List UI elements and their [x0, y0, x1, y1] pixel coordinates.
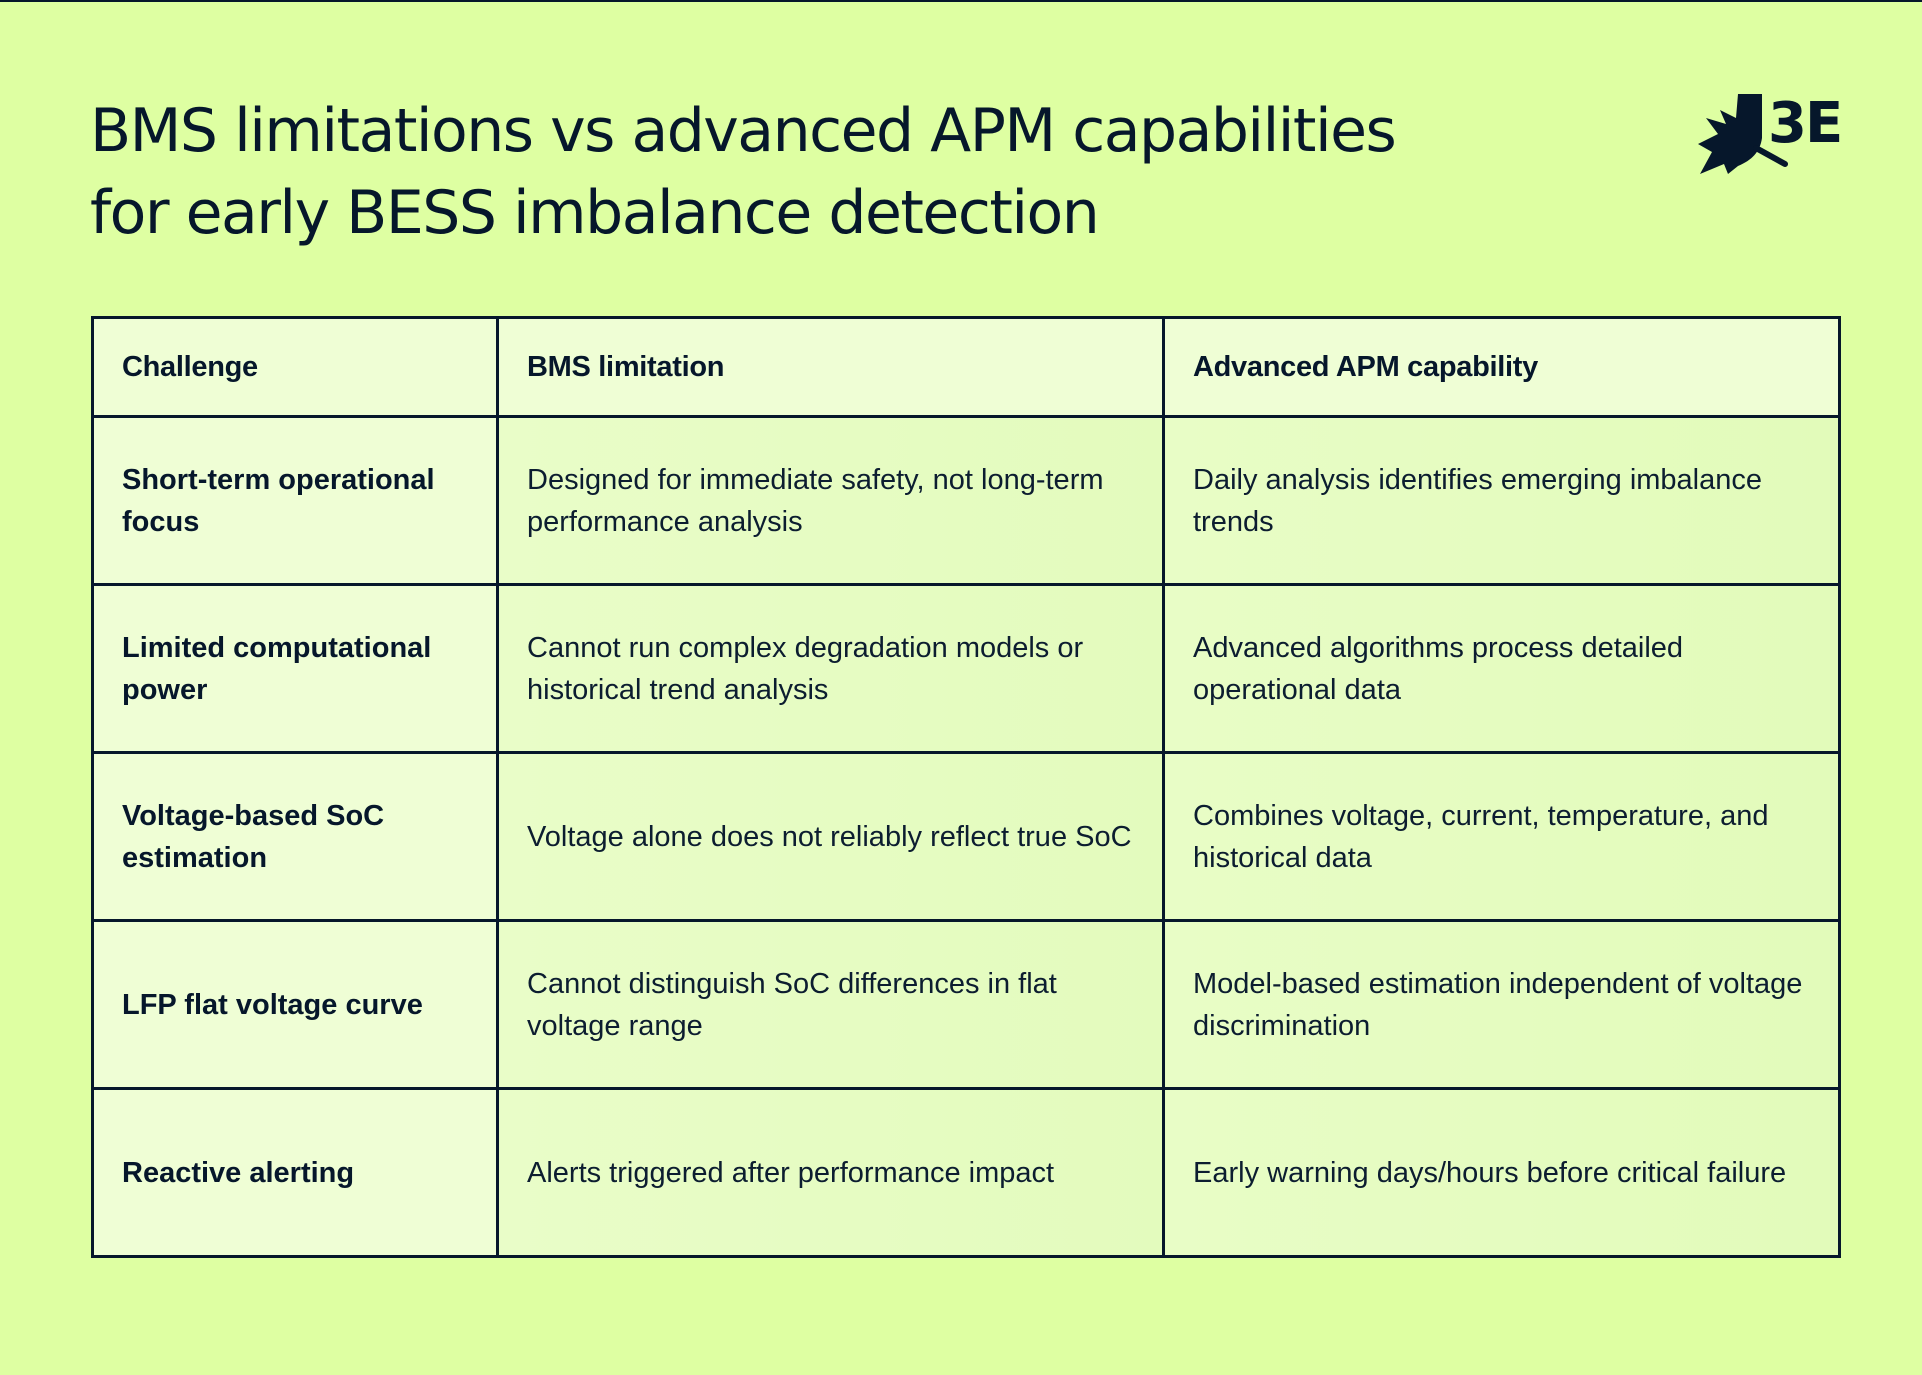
apm-capability-cell: Combines voltage, current, temperature, …	[1162, 751, 1841, 922]
bms-limitation-cell: Cannot distinguish SoC differences in fl…	[496, 919, 1165, 1090]
brand-logo: 3E	[1690, 82, 1843, 182]
challenge-cell: Voltage-based SoC estimation	[91, 751, 499, 922]
table-header-row: Challenge BMS limitation Advanced APM ca…	[91, 316, 1841, 418]
table-row: Limited computational power Cannot run c…	[91, 583, 1841, 754]
bms-limitation-cell: Voltage alone does not reliably reflect …	[496, 751, 1165, 922]
table-row: Reactive alerting Alerts triggered after…	[91, 1087, 1841, 1258]
leaf-logo-icon: 3E	[1698, 91, 1843, 174]
bms-limitation-cell: Alerts triggered after performance impac…	[496, 1087, 1165, 1258]
column-header-bms-limitation: BMS limitation	[496, 316, 1165, 418]
column-header-challenge: Challenge	[91, 316, 499, 418]
challenge-cell: LFP flat voltage curve	[91, 919, 499, 1090]
column-header-apm-capability: Advanced APM capability	[1162, 316, 1841, 418]
title-line-1: BMS limitations vs advanced APM capabili…	[90, 96, 1397, 166]
challenge-cell: Reactive alerting	[91, 1087, 499, 1258]
apm-capability-cell: Early warning days/hours before critical…	[1162, 1087, 1841, 1258]
page-title: BMS limitations vs advanced APM capabili…	[90, 90, 1590, 254]
title-line-2: for early BESS imbalance detection	[90, 178, 1100, 248]
table-row: LFP flat voltage curve Cannot distinguis…	[91, 919, 1841, 1090]
comparison-table: Challenge BMS limitation Advanced APM ca…	[91, 316, 1841, 1258]
comparison-table-container: Challenge BMS limitation Advanced APM ca…	[91, 316, 1841, 1258]
bms-limitation-cell: Designed for immediate safety, not long-…	[496, 415, 1165, 586]
apm-capability-cell: Advanced algorithms process detailed ope…	[1162, 583, 1841, 754]
table-row: Short-term operational focus Designed fo…	[91, 415, 1841, 586]
table-row: Voltage-based SoC estimation Voltage alo…	[91, 751, 1841, 922]
challenge-cell: Limited computational power	[91, 583, 499, 754]
bms-limitation-cell: Cannot run complex degradation models or…	[496, 583, 1165, 754]
apm-capability-cell: Model-based estimation independent of vo…	[1162, 919, 1841, 1090]
svg-text:3E: 3E	[1768, 91, 1840, 156]
apm-capability-cell: Daily analysis identifies emerging imbal…	[1162, 415, 1841, 586]
challenge-cell: Short-term operational focus	[91, 415, 499, 586]
